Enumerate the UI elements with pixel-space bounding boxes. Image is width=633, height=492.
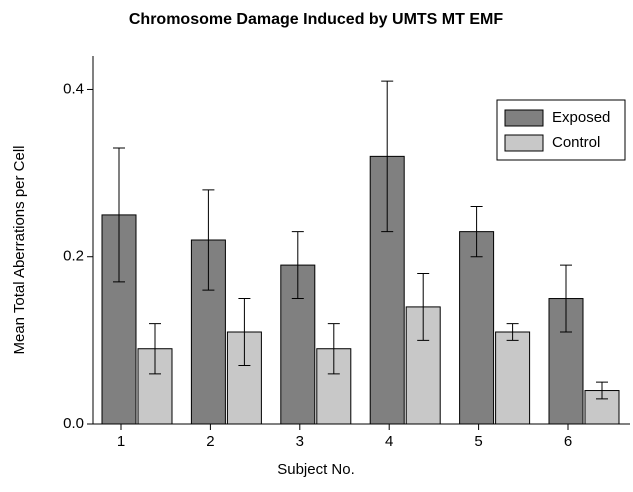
legend-label: Control bbox=[552, 134, 600, 151]
legend-label: Exposed bbox=[552, 109, 610, 126]
x-tick-label: 3 bbox=[296, 433, 304, 450]
error-bar bbox=[149, 323, 161, 375]
bar bbox=[459, 231, 495, 425]
error-bar bbox=[417, 272, 430, 341]
error-bar bbox=[506, 323, 519, 341]
y-tick-label: 0.2 bbox=[63, 248, 84, 265]
x-tick-label: 2 bbox=[206, 433, 214, 450]
bar bbox=[495, 331, 531, 425]
error-bar bbox=[113, 147, 125, 283]
error-bar bbox=[202, 189, 215, 291]
bar bbox=[280, 264, 316, 425]
error-bar bbox=[560, 264, 572, 333]
error-bar bbox=[470, 206, 483, 258]
x-tick-label: 5 bbox=[474, 433, 482, 450]
legend-swatch bbox=[504, 134, 544, 152]
chart-title: Chromosome Damage Induced by UMTS MT EMF bbox=[129, 11, 503, 28]
error-bar bbox=[327, 323, 340, 375]
x-axis-label: Subject No. bbox=[277, 461, 355, 478]
x-tick-label: 6 bbox=[564, 433, 572, 450]
y-tick-label: 0.4 bbox=[63, 80, 84, 97]
error-bar bbox=[596, 381, 608, 400]
x-tick-label: 4 bbox=[385, 433, 393, 450]
error-bar bbox=[238, 298, 251, 366]
y-axis-label: Mean Total Aberrations per Cell bbox=[11, 145, 28, 354]
error-bar bbox=[381, 80, 394, 233]
error-bar bbox=[291, 231, 304, 300]
legend-swatch bbox=[504, 109, 544, 127]
y-tick-label: 0.0 bbox=[63, 415, 84, 432]
x-tick-label: 1 bbox=[117, 433, 125, 450]
